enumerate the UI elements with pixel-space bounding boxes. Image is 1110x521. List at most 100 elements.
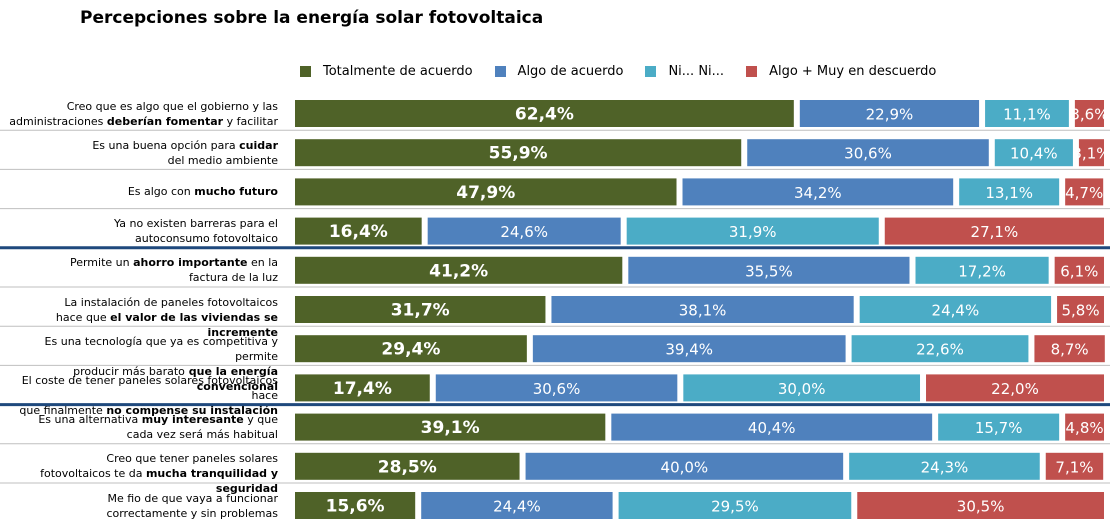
- value-label: 24,6%: [500, 223, 548, 241]
- value-label: 27,1%: [971, 223, 1019, 241]
- value-label: 11,1%: [1003, 106, 1051, 124]
- value-label: 17,2%: [958, 262, 1006, 280]
- legend-label-4: Algo + Muy en descuerdo: [769, 64, 937, 79]
- bar-3-row-4: [626, 217, 879, 245]
- bar-4-row-9: [1065, 413, 1104, 441]
- legend-item-3: Ni... Ni...: [645, 64, 724, 79]
- value-label: 7,1%: [1055, 458, 1093, 476]
- value-label: 24,4%: [932, 302, 980, 320]
- value-label: 3,1%: [1072, 145, 1110, 163]
- value-label: 41,2%: [429, 261, 488, 281]
- value-label: 35,5%: [745, 262, 793, 280]
- legend-item-4: Algo + Muy en descuerdo: [746, 64, 936, 79]
- bar-2-row-11: [421, 492, 613, 519]
- category-label: La instalación de paneles fotovoltaicos h…: [55, 295, 278, 339]
- bar-3-row-2: [994, 139, 1073, 167]
- value-label: 55,9%: [489, 144, 548, 164]
- value-label: 22,0%: [991, 380, 1039, 398]
- bar-1-row-9: [295, 413, 606, 441]
- value-label: 5,8%: [1061, 302, 1099, 320]
- bar-4-row-4: [884, 217, 1104, 245]
- bar-3-row-9: [938, 413, 1060, 441]
- category-label: Creo que tener paneles solares fotovoltai…: [40, 452, 278, 496]
- bar-4-row-8: [926, 374, 1104, 402]
- bar-4-row-2: [1078, 139, 1104, 167]
- bar-4-row-1: [1074, 100, 1104, 127]
- value-label: 39,4%: [665, 341, 713, 359]
- value-label: 24,4%: [493, 498, 541, 516]
- value-label: 4,7%: [1065, 184, 1103, 202]
- bar-1-row-6: [295, 296, 546, 323]
- legend-swatch-1: [300, 66, 311, 77]
- value-label: 4,8%: [1066, 419, 1104, 437]
- value-label: 10,4%: [1010, 145, 1058, 163]
- legend-label-1: Totalmente de acuerdo: [323, 64, 473, 79]
- bar-2-row-9: [611, 413, 933, 441]
- value-label: 39,1%: [421, 418, 480, 438]
- value-label: 24,3%: [921, 458, 969, 476]
- bar-1-row-2: [295, 139, 742, 167]
- bar-1-row-8: [295, 374, 430, 402]
- value-label: 30,6%: [844, 145, 892, 163]
- bar-1-row-10: [295, 452, 520, 480]
- value-label: 22,6%: [916, 341, 964, 359]
- legend-item-2: Algo de acuerdo: [494, 64, 624, 79]
- bar-3-row-5: [915, 256, 1049, 284]
- category-label: Ya no existen barreras para el autoconsum…: [114, 217, 278, 246]
- bar-2-row-1: [799, 100, 980, 127]
- bar-2-row-3: [682, 178, 954, 206]
- value-label: 29,4%: [381, 340, 440, 360]
- category-label: Me fio de que vaya a funcionar correctame…: [106, 491, 278, 520]
- value-label: 34,2%: [794, 184, 842, 202]
- value-label: 29,5%: [711, 498, 759, 516]
- bar-4-row-3: [1065, 178, 1104, 206]
- value-label: 28,5%: [378, 457, 437, 477]
- legend-swatch-4: [746, 66, 758, 77]
- bar-1-row-3: [295, 178, 677, 206]
- legend-swatch-2: [494, 66, 506, 77]
- bar-1-row-7: [295, 335, 527, 363]
- legend-label-3: Ni... Ni...: [668, 64, 725, 79]
- legend-label-2: Algo de acuerdo: [517, 64, 624, 79]
- bar-1-row-4: [295, 217, 422, 245]
- bar-1-row-11: [295, 492, 416, 519]
- bar-1-row-1: [295, 100, 794, 127]
- category-label: Es algo con mucho futuro: [127, 185, 278, 199]
- bar-2-row-4: [427, 217, 621, 245]
- bar-2-row-5: [628, 256, 910, 284]
- value-label: 13,1%: [985, 184, 1033, 202]
- legend: Totalmente de acuerdo Algo de acuerdo Ni..…: [300, 64, 958, 79]
- legend-item-1: Totalmente de acuerdo: [300, 64, 473, 79]
- bar-2-row-7: [532, 335, 846, 363]
- bar-4-row-5: [1054, 256, 1104, 284]
- value-label: 30,5%: [957, 498, 1005, 516]
- bar-4-row-11: [857, 492, 1104, 519]
- value-label: 3,6%: [1070, 106, 1108, 124]
- value-label: 40,4%: [748, 419, 796, 437]
- value-label: 15,7%: [975, 419, 1023, 437]
- value-label: 22,9%: [866, 106, 914, 124]
- value-label: 31,7%: [391, 301, 450, 321]
- value-label: 30,6%: [533, 380, 581, 398]
- bar-3-row-11: [618, 492, 852, 519]
- category-label: Es una tecnología que ya es competitiva …: [44, 334, 278, 393]
- bar-3-row-10: [849, 452, 1040, 480]
- category-label: Es una buena opción para cuidar del medio…: [92, 138, 278, 167]
- value-label: 17,4%: [333, 379, 392, 399]
- bar-2-row-10: [525, 452, 844, 480]
- value-label: 8,7%: [1051, 341, 1089, 359]
- category-label: Permite un ahorro importante en la factur…: [69, 256, 278, 285]
- bar-2-row-2: [747, 139, 989, 167]
- value-label: 47,9%: [456, 183, 515, 203]
- bar-3-row-6: [859, 296, 1052, 323]
- bar-4-row-10: [1045, 452, 1104, 480]
- bar-2-row-6: [551, 296, 854, 323]
- value-label: 38,1%: [679, 302, 727, 320]
- category-label: Creo que es algo que el gobierno y las ad…: [9, 99, 278, 128]
- bar-1-row-5: [295, 256, 623, 284]
- value-label: 16,4%: [329, 222, 388, 242]
- bar-2-row-8: [435, 374, 678, 402]
- bar-3-row-1: [985, 100, 1069, 127]
- legend-swatch-3: [645, 66, 657, 77]
